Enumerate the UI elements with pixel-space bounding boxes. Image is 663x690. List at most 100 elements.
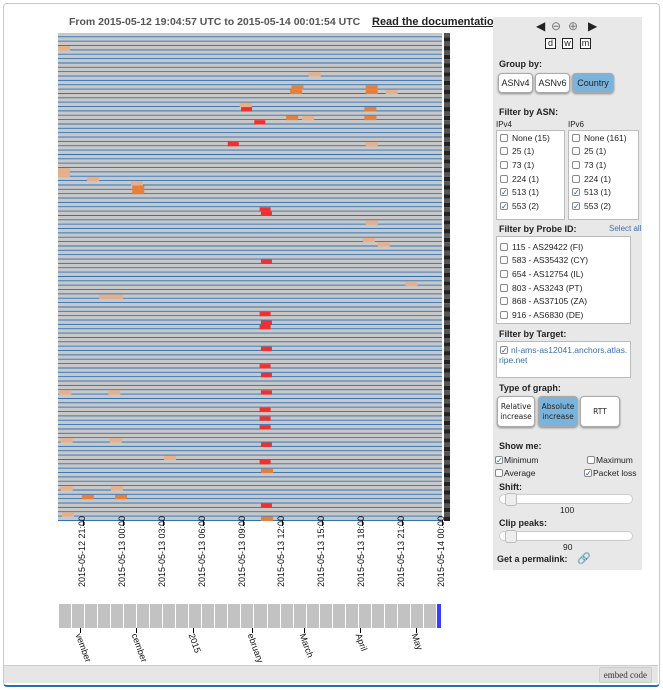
heatmap-row[interactable] <box>58 67 442 73</box>
heatmap-row[interactable] <box>58 155 442 160</box>
heatmap-row[interactable] <box>58 438 442 443</box>
minimap-cell[interactable] <box>189 604 202 628</box>
timeline-minimap[interactable] <box>59 604 441 628</box>
heatmap-row[interactable] <box>58 211 442 216</box>
heatmap-row[interactable] <box>58 137 442 142</box>
checkbox-item[interactable]: 224 (1) <box>569 172 638 186</box>
heatmap-row[interactable] <box>58 494 442 500</box>
minimap-cell[interactable] <box>345 604 358 628</box>
heatmap-row[interactable] <box>58 185 442 190</box>
heatmap-row[interactable] <box>58 429 442 434</box>
heatmap-row[interactable] <box>58 390 442 395</box>
heatmap-row[interactable] <box>58 281 442 286</box>
heatmap-row[interactable] <box>58 237 442 243</box>
heatmap-row[interactable] <box>58 368 442 373</box>
month-button[interactable]: m <box>580 38 591 49</box>
shift-slider[interactable] <box>499 493 633 506</box>
ipv6-asn-list[interactable]: None (161) 25 (1) 73 (1) 224 (1) ✓ 513 (1) ✓ 55… <box>568 130 639 220</box>
heatmap-row[interactable] <box>58 481 442 487</box>
checkbox[interactable] <box>500 174 508 183</box>
minimap-cell[interactable] <box>319 604 332 628</box>
minimap-cell[interactable] <box>137 604 150 628</box>
checkbox-item[interactable]: 583 - AS35432 (CY) <box>497 254 630 268</box>
heatmap-row[interactable] <box>58 181 442 186</box>
heatmap-row[interactable] <box>58 277 442 282</box>
heatmap-row[interactable] <box>58 486 442 491</box>
checkbox[interactable] <box>500 147 508 156</box>
heatmap-row[interactable] <box>58 50 442 55</box>
heatmap[interactable] <box>58 33 450 521</box>
heatmap-row[interactable] <box>58 512 442 517</box>
heatmap-row[interactable] <box>58 285 442 291</box>
minimum-checkbox[interactable]: ✓ Minimum <box>495 454 539 465</box>
checkbox[interactable] <box>500 133 508 142</box>
minimap-cell[interactable] <box>280 604 293 628</box>
heatmap-row[interactable] <box>58 381 442 386</box>
heatmap-row[interactable] <box>58 464 442 469</box>
heatmap-row[interactable] <box>58 124 442 129</box>
ipv4-asn-list[interactable]: None (15) 25 (1) 73 (1) 224 (1) ✓ 513 (1) ✓ 553… <box>496 130 565 220</box>
minimap-selection[interactable] <box>436 604 441 628</box>
heatmap-row[interactable] <box>58 72 442 77</box>
rtt-button[interactable]: RTT <box>580 396 620 427</box>
minimap-cell[interactable] <box>150 604 163 628</box>
checkbox[interactable] <box>500 160 508 169</box>
heatmap-row[interactable] <box>58 111 442 116</box>
heatmap-row[interactable] <box>58 446 442 452</box>
link-icon[interactable]: 🔗 <box>577 553 591 565</box>
minimap-cell[interactable] <box>228 604 241 628</box>
checkbox[interactable]: ✓ <box>500 188 508 198</box>
checkbox-item[interactable]: 916 - AS6830 (DE) <box>497 308 630 322</box>
heatmap-row[interactable] <box>58 229 442 234</box>
heatmap-row[interactable] <box>58 128 442 134</box>
heatmap-row[interactable] <box>58 216 442 221</box>
heatmap-row[interactable] <box>58 202 442 208</box>
minimap-cell[interactable] <box>59 604 72 628</box>
clip-peaks-slider[interactable] <box>499 530 633 543</box>
heatmap-row[interactable] <box>58 399 442 404</box>
documentation-link[interactable]: Read the documentation <box>372 16 501 28</box>
prev-arrow-icon[interactable]: ◀ <box>536 19 546 33</box>
day-button[interactable]: d <box>545 38 556 49</box>
minimap-cell[interactable] <box>332 604 345 628</box>
heatmap-row[interactable] <box>58 372 442 378</box>
heatmap-row[interactable] <box>58 460 442 465</box>
heatmap-row[interactable] <box>58 385 442 391</box>
checkbox-item[interactable]: 25 (1) <box>569 145 638 159</box>
heatmap-row[interactable] <box>58 63 442 68</box>
average-checkbox[interactable]: Average <box>495 466 536 480</box>
minimap-cell[interactable] <box>241 604 254 628</box>
checkbox[interactable]: ✓ <box>572 188 580 198</box>
heatmap-row[interactable] <box>58 37 442 42</box>
group-country-button[interactable]: Country <box>572 73 614 93</box>
checkbox[interactable] <box>500 256 508 265</box>
heatmap-row[interactable] <box>58 189 442 195</box>
minimap-cell[interactable] <box>397 604 410 628</box>
embed-code-button[interactable]: embed code <box>598 667 652 683</box>
heatmap-row[interactable] <box>58 290 442 295</box>
checkbox-item[interactable]: 115 - AS29422 (FI) <box>497 240 630 254</box>
heatmap-row[interactable] <box>58 233 442 238</box>
minimap-cell[interactable] <box>163 604 176 628</box>
heatmap-row[interactable] <box>58 303 442 308</box>
heatmap-row[interactable] <box>58 268 442 273</box>
minimap-cell[interactable] <box>254 604 267 628</box>
heatmap-row[interactable] <box>58 272 442 277</box>
heatmap-row[interactable] <box>58 133 442 138</box>
checkbox-item[interactable]: 803 - AS3243 (PT) <box>497 281 630 295</box>
heatmap-row[interactable] <box>58 298 442 304</box>
checkbox-item[interactable]: 25 (1) <box>497 145 564 159</box>
heatmap-row[interactable] <box>58 224 442 230</box>
heatmap-row[interactable] <box>58 146 442 151</box>
minimap-cell[interactable] <box>124 604 137 628</box>
minimap-cell[interactable] <box>371 604 384 628</box>
heatmap-row[interactable] <box>58 263 442 269</box>
select-all-link[interactable]: Select all <box>609 224 642 233</box>
heatmap-row[interactable] <box>58 94 442 99</box>
minimap-cell[interactable] <box>410 604 423 628</box>
heatmap-row[interactable] <box>58 420 442 426</box>
heatmap-row[interactable] <box>58 172 442 177</box>
heatmap-row[interactable] <box>58 198 442 203</box>
heatmap-row[interactable] <box>58 33 442 38</box>
heatmap-row[interactable] <box>58 416 442 421</box>
